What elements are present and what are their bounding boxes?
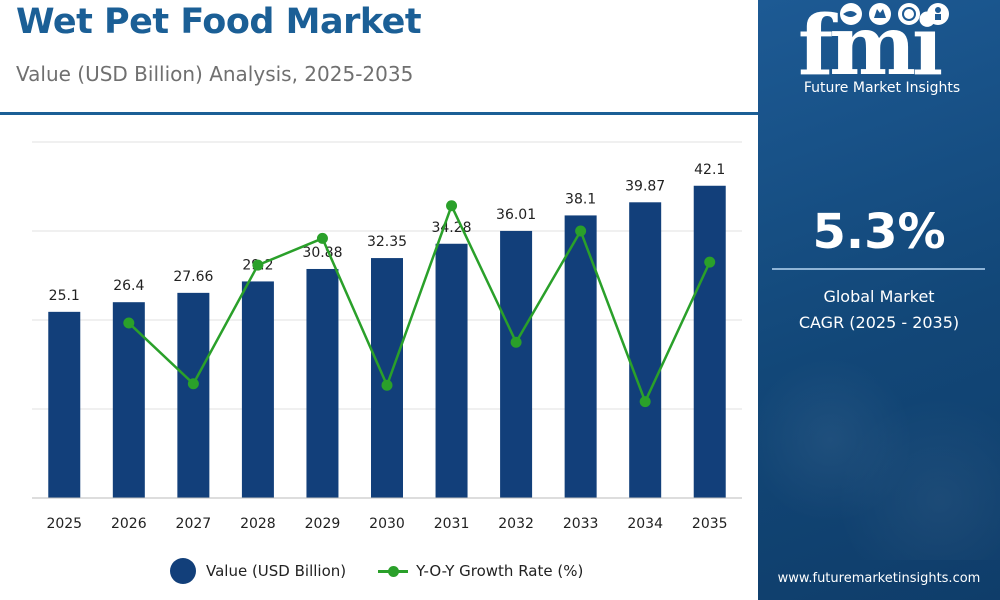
x-tick-label: 2030 [369,516,405,532]
data-label: 32.35 [367,234,407,250]
growth-point [123,317,135,329]
person-icon [927,3,949,25]
growth-point [252,259,264,271]
x-tick-label: 2031 [434,516,470,532]
fish-icon [840,3,862,25]
growth-point [187,378,199,390]
growth-point [639,396,651,408]
data-label: 38.1 [565,191,596,207]
website-url: www.futuremarketinsights.com [777,571,981,586]
globe-icon [898,3,920,25]
header-divider [0,112,758,115]
chart-legend: Value (USD Billion) Y-O-Y Growth Rate (%… [170,556,615,586]
page-subtitle: Value (USD Billion) Analysis, 2025-2035 [16,62,414,86]
cat-icon [869,3,891,25]
brand-name: Future Market Insights [803,80,961,96]
legend-item-value: Value (USD Billion) [170,558,346,584]
x-tick-label: 2032 [498,516,534,532]
bar [371,258,403,498]
cagr-label: Global Market CAGR (2025 - 2035) [758,284,1000,336]
legend-line-swatch [378,565,409,577]
x-tick-label: 2033 [563,516,599,532]
x-tick-label: 2026 [111,516,147,532]
cagr-label-line1: Global Market [823,287,935,306]
cagr-label-line2: CAGR (2025 - 2035) [798,313,960,332]
data-label: 30.88 [302,245,342,261]
growth-point [510,336,522,348]
bar-line-chart: 25.1202526.4202627.66202729.2202830.8820… [32,141,742,532]
x-tick-label: 2034 [627,516,663,532]
growth-point [316,232,328,244]
bar [177,292,210,498]
legend-bar-swatch [170,558,196,584]
bar [435,243,468,498]
sidebar-texture [758,360,1000,560]
x-tick-label: 2035 [692,516,728,532]
data-label: 26.4 [113,278,144,294]
growth-line [127,202,711,405]
bar [112,302,145,498]
data-label: 25.1 [49,288,80,304]
x-tick-label: 2028 [240,516,276,532]
growth-point [446,200,458,212]
bar [693,185,726,498]
sidebar-panel: fmi Future Market Insights 5.3% Global M… [758,0,1000,600]
bar [306,268,339,498]
page-title: Wet Pet Food Market [16,2,422,42]
data-label: 36.01 [496,207,536,223]
cagr-value: 5.3% [812,204,946,260]
x-tick-label: 2025 [46,516,82,532]
legend-label-value: Value (USD Billion) [206,562,347,580]
legend-label-growth: Y-O-Y Growth Rate (%) [416,562,584,580]
data-label: 39.87 [625,178,665,194]
bar [48,311,81,498]
data-label: 27.66 [173,269,213,285]
x-tick-label: 2029 [305,516,341,532]
growth-point [575,225,587,237]
bar [500,230,533,498]
fmi-logo: fmi [798,0,949,80]
cagr-divider [772,268,985,270]
growth-point [381,379,393,391]
legend-item-growth: Y-O-Y Growth Rate (%) [378,562,583,580]
bar [241,281,274,498]
growth-point [704,256,716,268]
bar [629,202,662,499]
data-label: 42.1 [694,162,725,178]
x-tick-label: 2027 [176,516,212,532]
